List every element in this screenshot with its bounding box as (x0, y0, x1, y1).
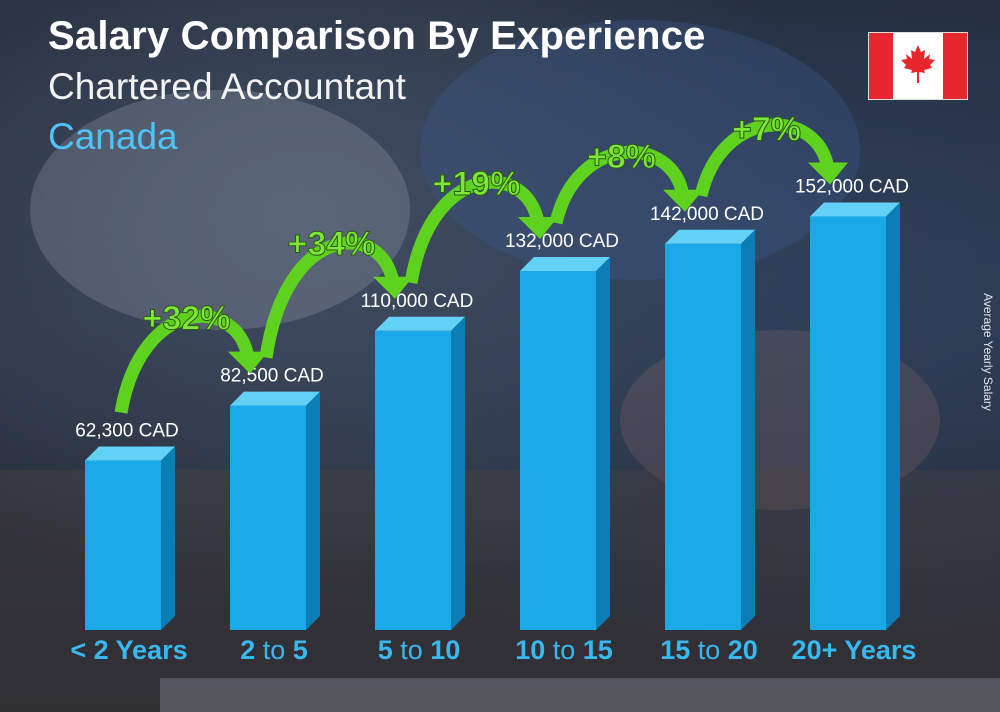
bar-group-1 (230, 391, 320, 630)
bar-side-1 (306, 391, 320, 630)
job-title: Chartered Accountant (48, 66, 406, 107)
bar-top-1 (230, 391, 320, 406)
bar-group-3 (520, 256, 610, 630)
growth-percent-2: +19% (433, 165, 521, 203)
bar-group-5 (810, 202, 900, 630)
category-label-part: 5 (293, 635, 308, 665)
bar-3 (520, 270, 596, 630)
value-label-3: 132,000 CAD (505, 231, 619, 252)
category-label-part: 20 (728, 635, 758, 665)
category-label-part: to (393, 635, 431, 665)
growth-arrow-4 (694, 118, 835, 198)
bar-top-0 (85, 446, 175, 461)
bar-top-3 (520, 256, 610, 271)
category-label-part: to (545, 635, 583, 665)
arrow-head-icon (373, 276, 413, 299)
growth-arrow-2 (404, 175, 545, 284)
bar-side-5 (886, 202, 900, 630)
value-label-1: 82,500 CAD (220, 366, 324, 387)
category-label-part: 2 (240, 635, 255, 665)
growth-percent-3: +8% (587, 138, 656, 176)
bar-group-0 (85, 446, 175, 630)
bar-1 (230, 405, 306, 630)
category-label-part: < 2 Years (70, 635, 187, 665)
growth-percent-4: +7% (732, 111, 801, 149)
category-label-part: to (690, 635, 728, 665)
category-label-part: 10 (430, 635, 460, 665)
value-label-4: 142,000 CAD (650, 204, 764, 225)
arrow-head-icon (518, 216, 558, 239)
category-label-part: to (255, 635, 293, 665)
growth-percent-0: +32% (143, 300, 231, 338)
bar-side-4 (741, 229, 755, 630)
bar-5 (810, 216, 886, 630)
category-label-part: 20+ Years (792, 635, 917, 665)
growth-arrow-3 (549, 145, 690, 225)
category-label-part: 10 (515, 635, 545, 665)
category-label-3: 10 to 15 (515, 635, 613, 665)
bar-2 (375, 330, 451, 630)
bar-group-4 (665, 229, 755, 630)
growth-arrow-1 (259, 236, 400, 359)
category-label-part: 15 (583, 635, 613, 665)
category-label-0: < 2 Years (70, 635, 187, 665)
category-label-part: 15 (660, 635, 690, 665)
footer-band (160, 678, 1000, 712)
value-label-0: 62,300 CAD (75, 421, 179, 442)
bar-side-2 (451, 316, 465, 630)
growth-arrow-0 (114, 309, 255, 414)
value-label-5: 152,000 CAD (795, 177, 909, 198)
arrow-head-icon (663, 189, 703, 212)
bar-group-2 (375, 316, 465, 630)
bar-4 (665, 243, 741, 630)
bar-top-2 (375, 316, 465, 331)
bar-side-0 (161, 446, 175, 630)
bar-top-5 (810, 202, 900, 217)
category-label-part: 5 (378, 635, 393, 665)
category-label-2: 5 to 10 (378, 635, 461, 665)
canada-flag-icon (868, 32, 968, 100)
bar-0 (85, 460, 161, 630)
category-label-1: 2 to 5 (240, 635, 308, 665)
growth-percent-1: +34% (288, 225, 376, 263)
flag-right-band (943, 33, 967, 99)
bar-side-3 (596, 256, 610, 630)
category-label-4: 15 to 20 (660, 635, 758, 665)
chart-title: Salary Comparison By Experience (48, 14, 706, 58)
bar-top-4 (665, 229, 755, 244)
maple-leaf-icon (901, 45, 935, 83)
arrow-head-icon (808, 162, 848, 185)
value-label-2: 110,000 CAD (361, 291, 474, 312)
arrow-head-icon (228, 351, 268, 374)
country-name: Canada (48, 116, 178, 157)
flag-left-band (869, 33, 893, 99)
category-label-5: 20+ Years (792, 635, 917, 665)
